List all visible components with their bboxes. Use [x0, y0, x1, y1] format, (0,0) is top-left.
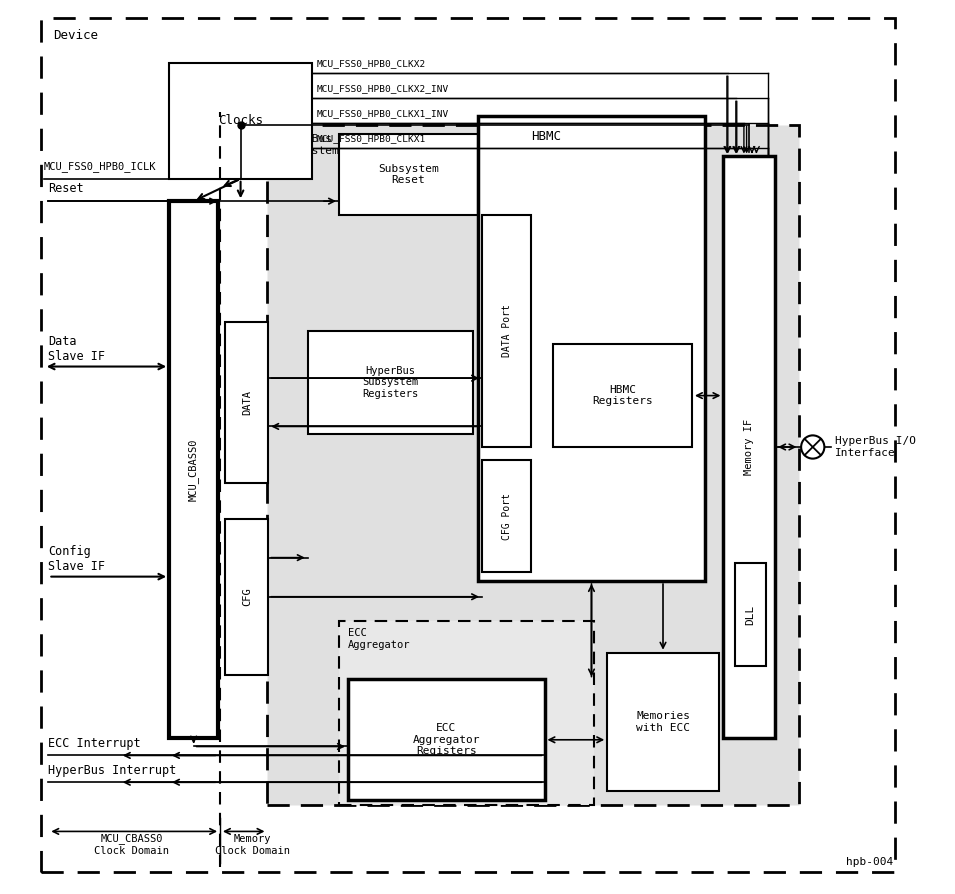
Text: Memories
with ECC: Memories with ECC	[636, 711, 690, 733]
Text: Subsystem
Reset: Subsystem Reset	[378, 164, 438, 185]
Text: HyperBus Interrupt: HyperBus Interrupt	[49, 763, 177, 777]
Bar	[723, 156, 775, 738]
Text: DLL: DLL	[746, 604, 755, 625]
Bar	[169, 201, 219, 738]
Bar	[482, 215, 531, 447]
Text: ECC Interrupt: ECC Interrupt	[49, 737, 141, 750]
Text: Config
Slave IF: Config Slave IF	[49, 544, 105, 573]
Text: Memory
Clock Domain: Memory Clock Domain	[215, 834, 290, 856]
Text: HyperBus
Subsystem
Registers: HyperBus Subsystem Registers	[362, 366, 418, 399]
Text: MCU_FSS0_HPB0_CLKX1_INV: MCU_FSS0_HPB0_CLKX1_INV	[316, 109, 449, 118]
Bar	[607, 653, 719, 791]
Bar	[169, 63, 312, 179]
Text: Clocks: Clocks	[218, 114, 263, 127]
Text: MCU_CBASS0: MCU_CBASS0	[188, 438, 199, 501]
Text: CFG Port: CFG Port	[501, 493, 512, 540]
Text: HBMC: HBMC	[531, 130, 562, 143]
Text: CFG: CFG	[242, 587, 252, 606]
Bar	[308, 331, 473, 434]
Bar	[339, 621, 594, 805]
Bar	[482, 460, 531, 572]
Bar	[348, 679, 544, 800]
Bar	[478, 116, 706, 581]
Text: MCU_CBASS0
Clock Domain: MCU_CBASS0 Clock Domain	[95, 833, 169, 856]
Bar	[225, 322, 268, 483]
Text: MCU_FSS0_HPB0_CLKX1: MCU_FSS0_HPB0_CLKX1	[316, 134, 426, 143]
Bar	[339, 134, 478, 215]
Text: Reset: Reset	[49, 181, 84, 195]
Text: hpb-004: hpb-004	[846, 857, 893, 867]
Text: HyperBus
Subsystem: HyperBus Subsystem	[278, 134, 339, 156]
Bar	[267, 125, 799, 805]
Text: MCU_FSS0_HPB0_CLKX2: MCU_FSS0_HPB0_CLKX2	[316, 59, 426, 68]
Text: MCU_FSS0_HPB0_CLKX2_INV: MCU_FSS0_HPB0_CLKX2_INV	[316, 84, 449, 93]
Bar	[225, 519, 268, 675]
Text: MCU_FSS0_HPB0_ICLK: MCU_FSS0_HPB0_ICLK	[44, 161, 157, 172]
Circle shape	[801, 435, 824, 459]
Text: Memory IF: Memory IF	[744, 419, 754, 475]
Text: DATA Port: DATA Port	[501, 304, 512, 358]
Text: DATA: DATA	[242, 390, 252, 415]
Text: HBMC
Registers: HBMC Registers	[592, 384, 653, 407]
Text: ECC
Aggregator: ECC Aggregator	[348, 628, 411, 650]
Text: Device: Device	[53, 29, 97, 42]
Bar	[554, 344, 692, 447]
Text: HyperBus I/O
Interface: HyperBus I/O Interface	[835, 436, 916, 458]
Text: ECC
Aggregator
Registers: ECC Aggregator Registers	[413, 723, 480, 756]
Text: Data
Slave IF: Data Slave IF	[49, 334, 105, 363]
Bar	[735, 563, 766, 666]
